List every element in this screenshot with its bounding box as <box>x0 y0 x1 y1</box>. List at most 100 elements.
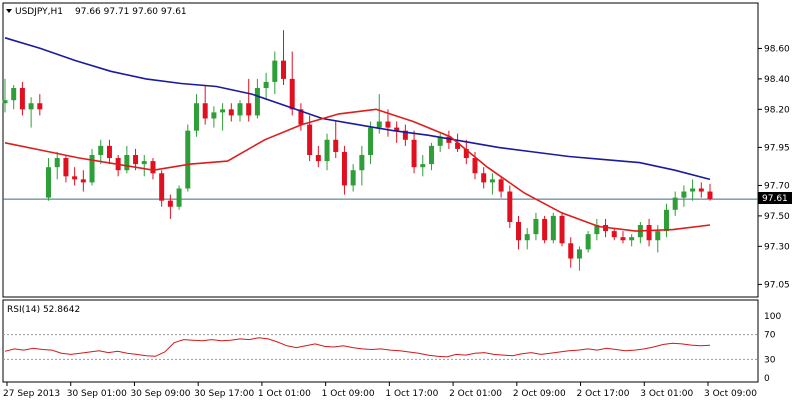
candle-body <box>228 109 234 116</box>
candle-body <box>481 173 487 183</box>
candle-body <box>63 158 69 177</box>
candle-body <box>690 188 696 192</box>
candles-layer <box>2 30 758 271</box>
candle-body <box>672 197 678 210</box>
candle-body <box>89 155 95 183</box>
candle-body <box>333 139 339 152</box>
candle-body <box>498 179 504 192</box>
rsi-panel <box>2 299 759 383</box>
candle-body <box>455 142 461 149</box>
candle-body <box>176 188 182 207</box>
candle-body <box>272 60 278 82</box>
candle-body <box>106 145 112 159</box>
rsi-label: RSI(14) 52.8642 <box>7 305 80 315</box>
candle-body <box>420 164 426 168</box>
time-tick-label: 27 Sep 2013 <box>3 389 60 399</box>
candle-body <box>54 158 60 168</box>
candle-body <box>576 249 582 259</box>
candle-body <box>550 215 556 241</box>
candle-body <box>385 121 391 128</box>
candle-body <box>559 215 565 244</box>
candle-body <box>472 158 478 174</box>
candle-body <box>307 124 313 155</box>
time-tick-label: 30 Sep 01:00 <box>67 389 127 399</box>
moving-averages-layer <box>4 37 711 232</box>
candle-body <box>411 139 417 168</box>
rsi-level-label: 30 <box>764 355 776 365</box>
price-tick-label: 98.20 <box>764 105 790 115</box>
rsi-line <box>4 337 711 358</box>
time-tick-label: 1 Oct 09:00 <box>322 389 375 399</box>
time-tick-label: 30 Sep 09:00 <box>130 389 190 399</box>
candle-body <box>246 103 252 116</box>
candle-body <box>489 179 495 183</box>
candle-body <box>542 218 548 241</box>
candle-body <box>324 139 330 162</box>
candle-body <box>237 103 243 116</box>
candle-body <box>620 237 626 241</box>
candle-body <box>394 127 400 131</box>
candle-body <box>150 161 156 174</box>
candle-body <box>298 109 304 125</box>
price-tick-label: 98.60 <box>764 44 790 54</box>
symbol-label: USDJPY,H1 <box>15 7 63 17</box>
candle-body <box>681 191 687 198</box>
time-tick-label: 2 Oct 01:00 <box>449 389 502 399</box>
candle-body <box>281 60 287 79</box>
candle-body <box>359 155 365 171</box>
candle-body <box>463 148 469 159</box>
axes-layer: 98.60 98.40 98.20 97.95 97.70 97.50 97.30 97.05… <box>3 44 790 399</box>
candle-body <box>289 78 295 110</box>
candle-body <box>28 103 34 110</box>
rsi-level-label: 100 <box>764 312 781 322</box>
candle-body <box>594 225 600 235</box>
candle-body <box>698 188 704 192</box>
price-tick-label: 98.40 <box>764 75 790 85</box>
candle-body <box>141 161 147 165</box>
candle-body <box>315 155 321 162</box>
candle-body <box>629 237 635 241</box>
fast-moving-average-line <box>4 108 711 232</box>
candle-body <box>524 234 530 241</box>
candle-body <box>254 88 260 116</box>
candle-body <box>37 103 43 110</box>
candle-body <box>611 231 617 238</box>
candle-body <box>133 155 139 165</box>
rsi-level-label: 70 <box>764 331 776 341</box>
price-tick-label: 97.70 <box>764 181 790 191</box>
time-tick-label: 1 Oct 17:00 <box>385 389 438 399</box>
current-price-tag <box>758 192 792 204</box>
candle-body <box>220 109 226 113</box>
candle-body <box>19 88 25 110</box>
candle-body <box>98 145 104 155</box>
candle-body <box>167 200 173 207</box>
main-panel <box>2 2 759 298</box>
candle-body <box>72 176 78 180</box>
candle-body <box>446 136 452 143</box>
rsi-level-label: 0 <box>764 374 770 384</box>
candle-body <box>568 243 574 259</box>
time-tick-label: 3 Oct 01:00 <box>640 389 693 399</box>
candle-body <box>376 121 382 128</box>
candle-body <box>185 130 191 189</box>
time-tick-label: 2 Oct 09:00 <box>513 389 566 399</box>
candle-body <box>341 151 347 186</box>
candle-body <box>655 231 661 241</box>
candle-body <box>202 103 208 119</box>
slow-moving-average-line <box>4 37 711 181</box>
price-tick-label: 97.30 <box>764 242 790 252</box>
time-tick-label: 1 Oct 01:00 <box>258 389 311 399</box>
candle-body <box>368 127 374 155</box>
candle-body <box>507 191 513 222</box>
candle-body <box>80 179 86 183</box>
candle-body <box>516 221 522 241</box>
candle-body <box>211 112 217 119</box>
time-tick-label: 3 Oct 09:00 <box>704 389 757 399</box>
candle-body <box>46 167 52 198</box>
time-tick-label: 2 Oct 17:00 <box>577 389 630 399</box>
candle-body <box>159 173 165 201</box>
candle-body <box>707 191 713 200</box>
dropdown-triangle-icon[interactable] <box>6 9 12 13</box>
rsi-layer: 100 70 30 0 <box>3 312 781 384</box>
